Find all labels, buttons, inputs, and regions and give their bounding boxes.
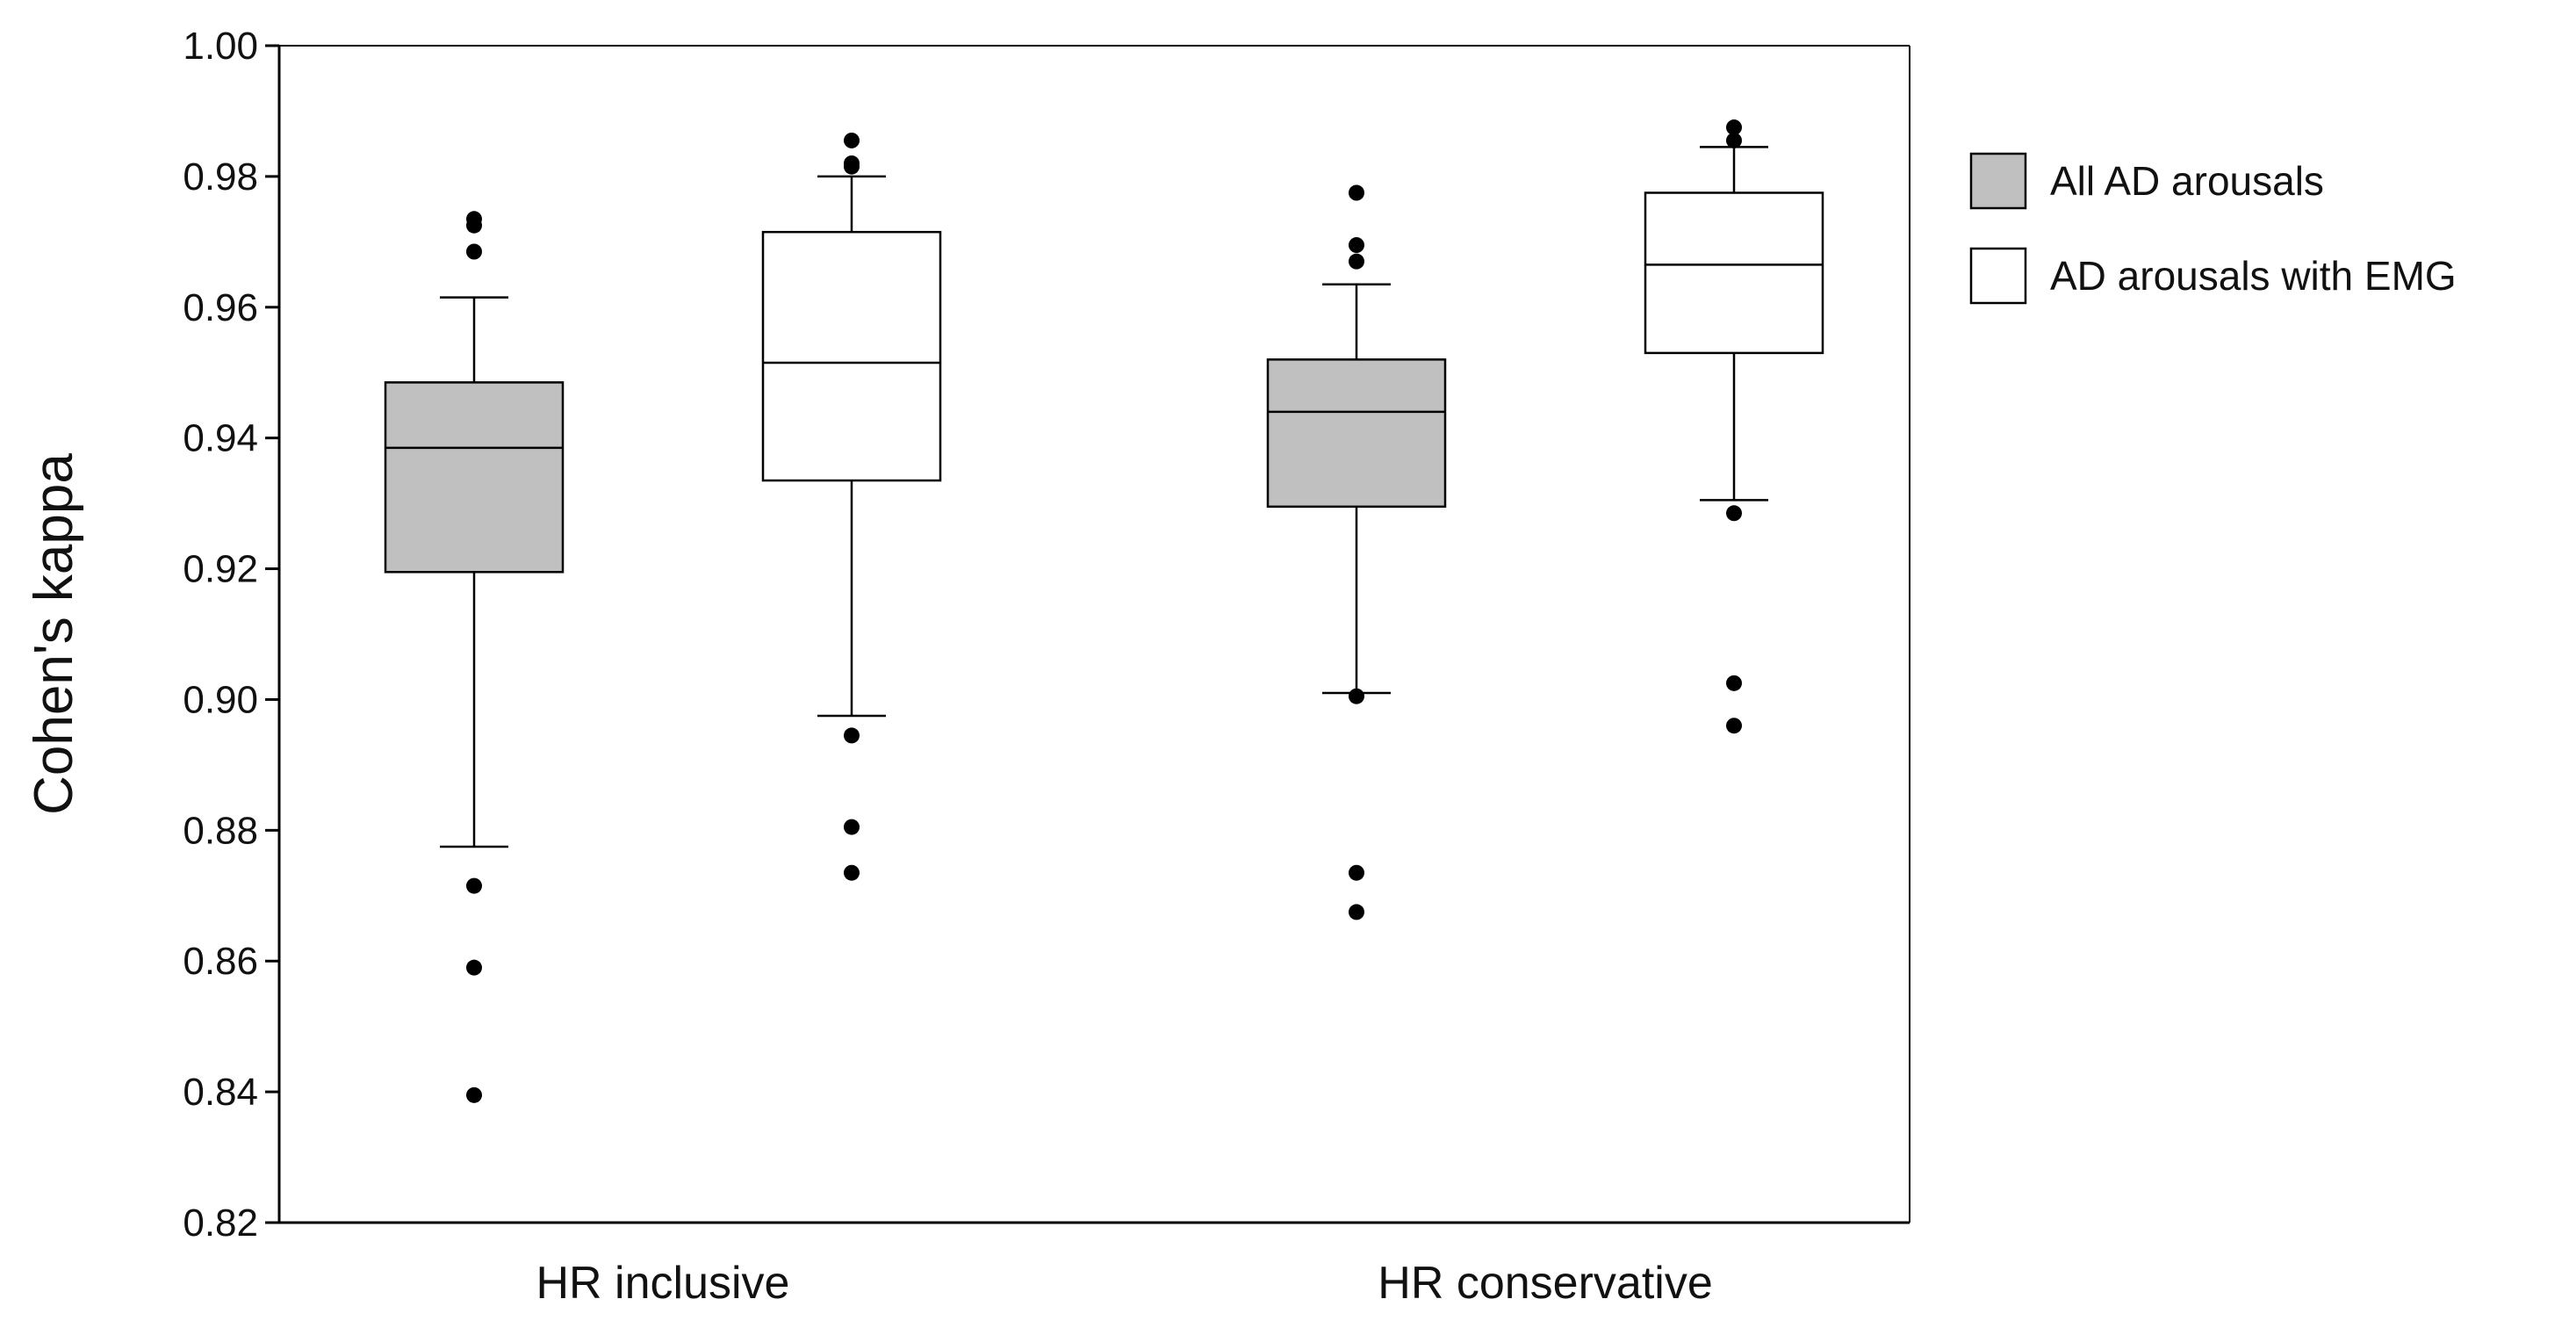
category-labels: HR inclusive HR conservative xyxy=(536,1258,1713,1309)
iqr-box xyxy=(1266,358,1447,509)
iqr-box xyxy=(761,230,942,482)
y-tick-label: 0.88 xyxy=(183,809,258,852)
y-axis-title: Cohen's kappa xyxy=(24,453,84,815)
y-tick-label: 0.94 xyxy=(183,417,258,460)
outlier-point xyxy=(1349,253,1364,270)
y-tick-label: 0.82 xyxy=(183,1202,258,1245)
outlier-point xyxy=(1349,184,1364,201)
iqr-box xyxy=(384,381,565,574)
legend: All AD arousals AD arousals with EMG xyxy=(1969,152,2457,305)
outlier-point xyxy=(1726,718,1742,734)
legend-label: All AD arousals xyxy=(2050,158,2324,204)
plot-frame xyxy=(277,45,1910,1224)
outlier-point xyxy=(466,217,482,234)
y-tick-label: 0.98 xyxy=(183,155,258,198)
outlier-point xyxy=(1726,505,1742,522)
outlier-point xyxy=(1726,119,1742,136)
outlier-point xyxy=(1726,675,1742,691)
legend-label: AD arousals with EMG xyxy=(2050,253,2457,299)
box-all-ad-hr-inclusive xyxy=(384,211,565,1103)
outlier-point xyxy=(466,959,482,976)
outlier-point xyxy=(466,1086,482,1103)
box-ad-emg-hr-inclusive xyxy=(761,132,942,881)
box-all-ad-hr-conservative xyxy=(1266,184,1447,920)
y-tick-label: 0.92 xyxy=(183,548,258,591)
y-axis-ticks: 0.82 0.84 0.86 0.88 0.90 0.92 0.94 0.96 0.98 1.00 xyxy=(183,25,279,1245)
y-tick-label: 0.96 xyxy=(183,286,258,329)
outlier-point xyxy=(844,864,860,881)
y-tick-label: 0.90 xyxy=(183,678,258,721)
outlier-point xyxy=(844,727,860,744)
y-tick-label: 0.84 xyxy=(183,1071,258,1114)
outlier-point xyxy=(844,819,860,835)
outlier-point xyxy=(1349,864,1364,881)
outlier-point xyxy=(1726,132,1742,148)
legend-swatch xyxy=(1969,152,2027,210)
outlier-point xyxy=(844,158,860,175)
x-category-label: HR conservative xyxy=(1378,1258,1712,1309)
outlier-point xyxy=(466,877,482,894)
outlier-point xyxy=(1349,904,1364,920)
boxes xyxy=(384,119,1824,1103)
outlier-point xyxy=(844,132,860,148)
box-ad-emg-hr-conservative xyxy=(1644,119,1824,734)
y-tick-label: 0.86 xyxy=(183,940,258,983)
legend-swatch xyxy=(1969,247,2027,305)
outlier-point xyxy=(1349,688,1364,704)
outlier-point xyxy=(1349,237,1364,254)
outlier-point xyxy=(466,243,482,260)
x-category-label: HR inclusive xyxy=(536,1258,790,1309)
iqr-box xyxy=(1644,191,1824,355)
y-tick-label: 1.00 xyxy=(183,25,258,68)
